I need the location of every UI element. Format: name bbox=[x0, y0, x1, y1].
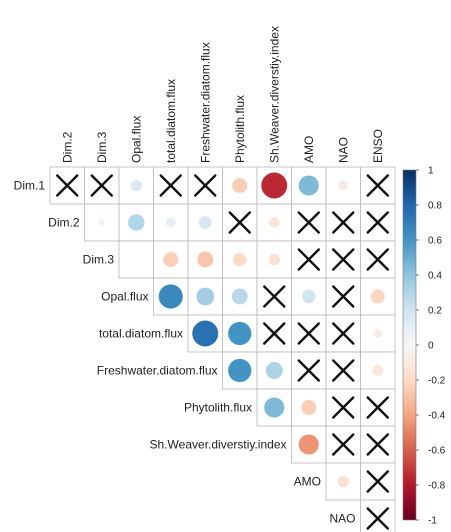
correlation-circle bbox=[302, 289, 316, 304]
non-significant-cross-icon bbox=[263, 322, 286, 345]
correlation-circle bbox=[269, 217, 280, 228]
correlation-circle bbox=[268, 253, 281, 266]
row-label: total.diatom.flux bbox=[99, 327, 183, 341]
column-label: Sh.Weaver.diverstiy.index bbox=[267, 26, 281, 163]
non-significant-cross-icon bbox=[366, 507, 389, 530]
correlation-circle bbox=[232, 178, 248, 193]
correlation-circle bbox=[370, 289, 385, 304]
colorbar-tick-label: -0.8 bbox=[428, 481, 446, 492]
colorbar-tick-label: -0.2 bbox=[428, 376, 446, 387]
column-label: Dim.3 bbox=[95, 131, 109, 163]
colorbar-tick-label: -0.4 bbox=[428, 411, 446, 422]
colorbar-tick-label: 0.2 bbox=[428, 306, 442, 317]
non-significant-cross-icon bbox=[297, 248, 320, 271]
column-label: Phytolith.flux bbox=[233, 95, 247, 163]
non-significant-cross-icon bbox=[297, 211, 320, 234]
non-significant-cross-icon bbox=[297, 359, 320, 382]
correlation-circle bbox=[166, 217, 176, 228]
column-label: ENSO bbox=[371, 129, 385, 163]
row-label: Dim.1 bbox=[14, 179, 46, 193]
correlation-circle bbox=[265, 362, 283, 379]
colorbar-tick-label: -1 bbox=[428, 516, 437, 527]
correlation-circle bbox=[261, 172, 288, 199]
correlation-circle bbox=[372, 365, 383, 376]
non-significant-cross-icon bbox=[90, 174, 113, 197]
row-label: Opal.flux bbox=[101, 290, 148, 304]
correlation-circle bbox=[264, 397, 285, 418]
grid-cell bbox=[360, 499, 396, 532]
non-significant-cross-icon bbox=[332, 285, 355, 308]
non-significant-cross-icon bbox=[366, 248, 389, 271]
column-label: Dim.2 bbox=[60, 131, 74, 163]
colorbar-tick-label: 1 bbox=[428, 166, 434, 177]
row-label: Phytolith.flux bbox=[184, 401, 252, 415]
column-label: Opal.flux bbox=[129, 116, 143, 163]
row-label: NAO bbox=[329, 512, 355, 526]
correlation-circle bbox=[192, 320, 219, 347]
colorbar-tick-label: -0.6 bbox=[428, 446, 446, 457]
non-significant-cross-icon bbox=[228, 211, 251, 234]
non-significant-cross-icon bbox=[366, 433, 389, 456]
non-significant-cross-icon bbox=[332, 322, 355, 345]
row-label: Sh.Weaver.diverstiy.index bbox=[150, 438, 287, 452]
colorbar-tick-label: 0.4 bbox=[428, 271, 442, 282]
row-label: AMO bbox=[294, 475, 321, 489]
non-significant-cross-icon bbox=[297, 322, 320, 345]
correlation-circle bbox=[198, 216, 212, 229]
correlation-circle bbox=[98, 219, 106, 226]
correlation-circle bbox=[233, 252, 247, 267]
correlation-circle bbox=[338, 180, 348, 191]
column-label: Freshwater.diatom.flux bbox=[198, 42, 212, 163]
non-significant-cross-icon bbox=[366, 396, 389, 419]
colorbar bbox=[402, 169, 417, 521]
correlation-circle bbox=[301, 400, 317, 415]
correlation-circle bbox=[163, 252, 179, 267]
non-significant-cross-icon bbox=[366, 211, 389, 234]
correlation-circle bbox=[231, 288, 248, 305]
colorbar-tick-label: 0.6 bbox=[428, 236, 442, 247]
non-significant-cross-icon bbox=[366, 174, 389, 197]
correlation-circle bbox=[298, 175, 319, 196]
correlation-circle bbox=[228, 321, 252, 346]
colorbar-tick-label: 0.8 bbox=[428, 201, 442, 212]
correlation-circle bbox=[128, 214, 145, 231]
non-significant-cross-icon bbox=[194, 174, 217, 197]
grid-cell bbox=[360, 314, 396, 353]
grid-cell bbox=[118, 240, 154, 279]
column-label: total.diatom.flux bbox=[164, 79, 178, 163]
correlation-circle bbox=[298, 434, 319, 455]
correlation-circle bbox=[130, 179, 143, 192]
non-significant-cross-icon bbox=[332, 359, 355, 382]
correlation-circle bbox=[197, 251, 214, 268]
correlation-circle bbox=[158, 284, 183, 309]
row-label: Dim.3 bbox=[83, 253, 115, 267]
column-label: NAO bbox=[336, 137, 350, 163]
correlation-circle bbox=[337, 475, 350, 488]
row-label: Dim.2 bbox=[48, 216, 80, 230]
non-significant-cross-icon bbox=[332, 433, 355, 456]
non-significant-cross-icon bbox=[263, 285, 286, 308]
non-significant-cross-icon bbox=[159, 174, 182, 197]
grid-cell bbox=[291, 166, 327, 205]
grid-cell bbox=[187, 203, 223, 242]
non-significant-cross-icon bbox=[332, 248, 355, 271]
grid-cell bbox=[222, 240, 258, 279]
correlation-circle bbox=[196, 287, 215, 306]
correlation-circle bbox=[228, 358, 252, 383]
correlation-circle bbox=[373, 329, 382, 338]
non-significant-cross-icon bbox=[366, 470, 389, 493]
row-label: Freshwater.diatom.flux bbox=[97, 364, 218, 378]
column-label: AMO bbox=[302, 136, 316, 163]
non-significant-cross-icon bbox=[332, 396, 355, 419]
non-significant-cross-icon bbox=[56, 174, 79, 197]
colorbar-tick-label: 0 bbox=[428, 341, 434, 352]
non-significant-cross-icon bbox=[332, 211, 355, 234]
